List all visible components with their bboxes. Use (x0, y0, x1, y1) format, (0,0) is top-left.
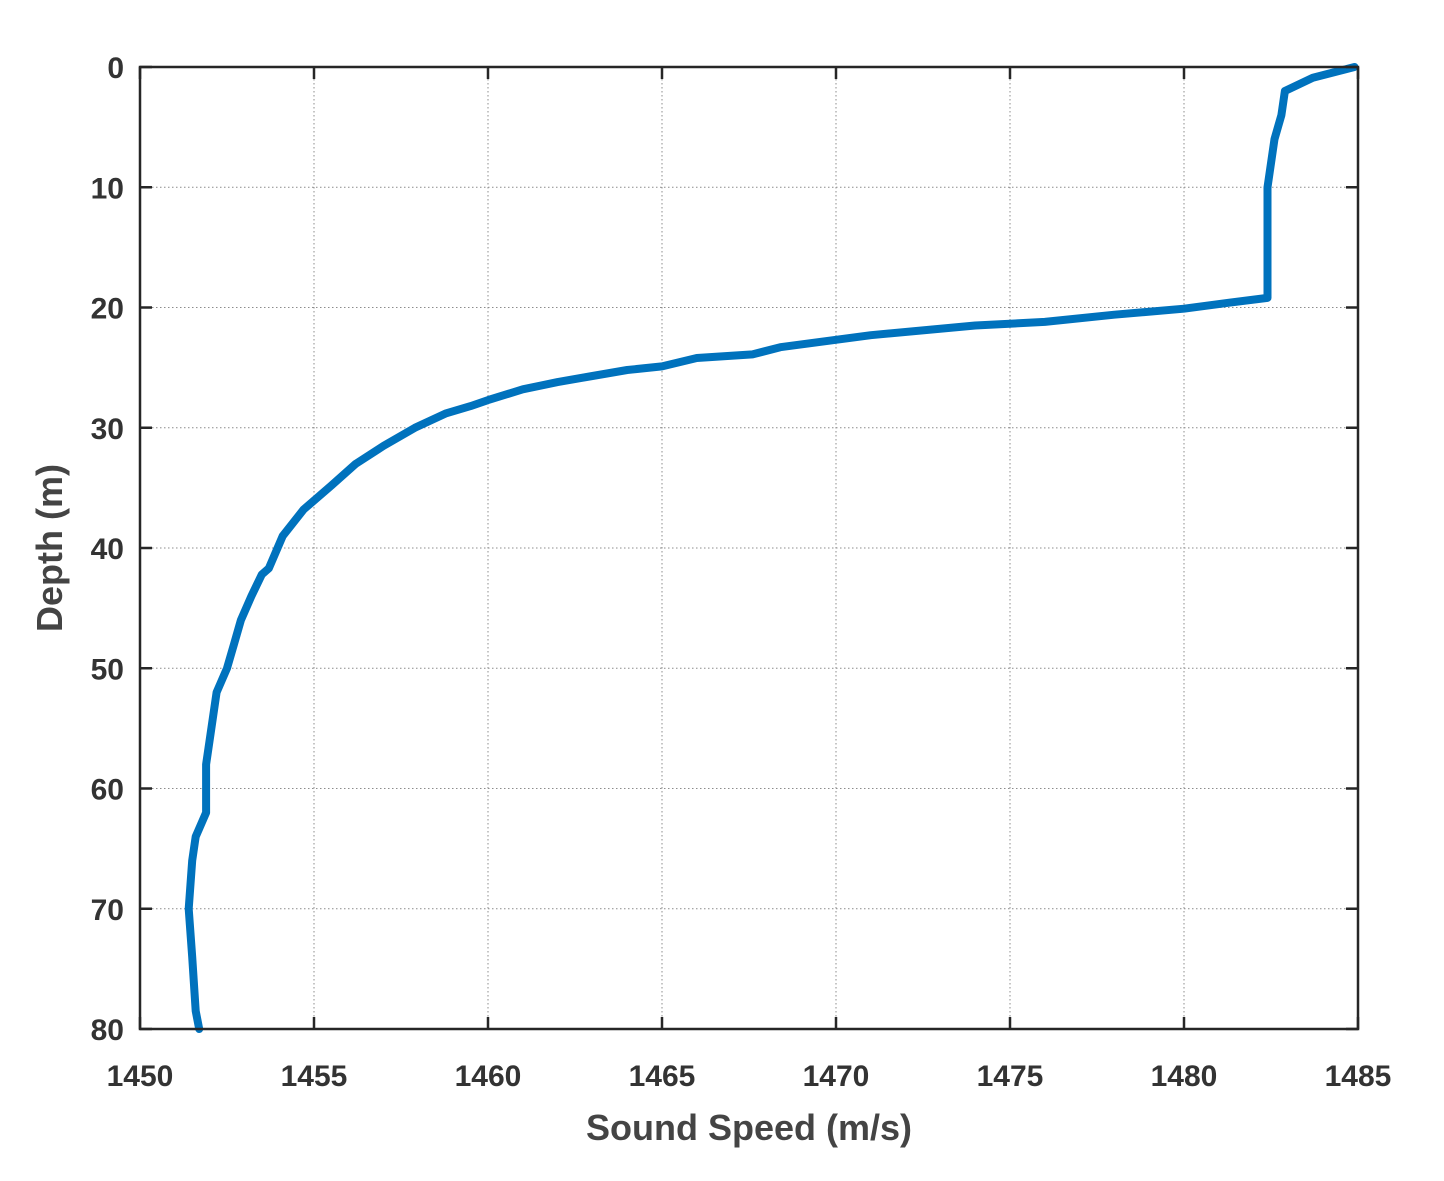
x-tick-labels: 1450 1455 1460 1465 1470 1475 1480 1485 (107, 1060, 1392, 1093)
tick-marks (138, 65, 1360, 1031)
y-tick-label: 60 (91, 774, 124, 807)
x-tick-label: 1460 (455, 1060, 522, 1093)
x-tick-label: 1465 (629, 1060, 696, 1093)
y-tick-label: 50 (91, 653, 124, 686)
y-tick-labels: 0 10 20 30 40 50 60 70 80 (91, 52, 124, 1047)
x-tick-label: 1485 (1325, 1060, 1392, 1093)
x-axis-title: Sound Speed (m/s) (586, 1107, 912, 1148)
grid-lines (140, 67, 1358, 1029)
sound-speed-series-line (184, 63, 1359, 1033)
y-tick-label: 70 (91, 894, 124, 927)
y-tick-label: 40 (91, 533, 124, 566)
x-tick-label: 1470 (803, 1060, 870, 1093)
y-tick-label: 0 (107, 52, 124, 85)
x-tick-label: 1455 (281, 1060, 348, 1093)
y-axis-title: Depth (m) (29, 464, 70, 632)
y-tick-label: 30 (91, 413, 124, 446)
x-tick-label: 1475 (977, 1060, 1044, 1093)
y-tick-label: 20 (91, 293, 124, 326)
series-group (184, 63, 1359, 1033)
x-tick-label: 1480 (1151, 1060, 1218, 1093)
y-tick-label: 80 (91, 1014, 124, 1047)
y-tick-label: 10 (91, 172, 124, 205)
x-tick-label: 1450 (107, 1060, 174, 1093)
